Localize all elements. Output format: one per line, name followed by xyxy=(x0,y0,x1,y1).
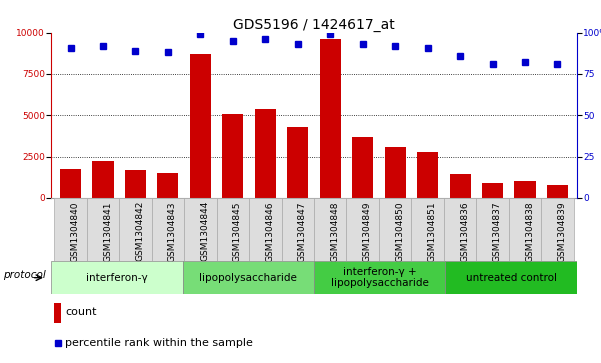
Text: GSM1304844: GSM1304844 xyxy=(200,201,209,261)
Bar xyxy=(385,147,406,198)
Text: GSM1304847: GSM1304847 xyxy=(297,201,307,261)
Bar xyxy=(352,137,373,198)
Bar xyxy=(54,302,61,323)
Bar xyxy=(514,181,535,198)
Bar xyxy=(60,169,81,198)
Bar xyxy=(255,109,276,198)
Text: GSM1304840: GSM1304840 xyxy=(70,201,79,261)
Bar xyxy=(51,261,183,294)
Bar xyxy=(314,261,445,294)
Bar xyxy=(249,198,281,261)
Text: GSM1304842: GSM1304842 xyxy=(135,201,144,261)
Bar xyxy=(222,114,243,198)
Bar xyxy=(287,127,308,198)
Bar xyxy=(157,173,178,198)
Bar xyxy=(54,198,87,261)
Text: GSM1304851: GSM1304851 xyxy=(428,201,437,262)
Bar xyxy=(445,261,577,294)
Bar xyxy=(509,198,542,261)
Bar xyxy=(412,198,444,261)
Text: GSM1304848: GSM1304848 xyxy=(331,201,339,261)
Bar xyxy=(125,170,146,198)
Bar xyxy=(320,39,341,198)
Bar xyxy=(450,174,471,198)
Text: GSM1304845: GSM1304845 xyxy=(233,201,242,261)
Bar xyxy=(93,162,114,198)
Bar xyxy=(151,198,184,261)
Text: GSM1304843: GSM1304843 xyxy=(168,201,177,261)
Text: GSM1304841: GSM1304841 xyxy=(103,201,112,261)
Text: GSM1304846: GSM1304846 xyxy=(265,201,274,261)
Text: GSM1304837: GSM1304837 xyxy=(493,201,502,262)
Text: GSM1304850: GSM1304850 xyxy=(395,201,404,262)
Bar xyxy=(542,198,574,261)
Bar xyxy=(314,198,347,261)
Bar xyxy=(417,152,438,198)
Text: protocol: protocol xyxy=(2,270,45,280)
Text: untreated control: untreated control xyxy=(466,273,557,283)
Text: count: count xyxy=(66,307,97,317)
Text: GSM1304849: GSM1304849 xyxy=(363,201,371,261)
Bar xyxy=(379,198,412,261)
Bar xyxy=(444,198,477,261)
Text: percentile rank within the sample: percentile rank within the sample xyxy=(66,338,253,348)
Bar xyxy=(347,198,379,261)
Bar xyxy=(482,183,503,198)
Bar xyxy=(216,198,249,261)
Bar xyxy=(119,198,151,261)
Bar xyxy=(87,198,119,261)
Title: GDS5196 / 1424617_at: GDS5196 / 1424617_at xyxy=(233,18,395,32)
Bar xyxy=(547,185,568,198)
Bar xyxy=(190,54,211,198)
Text: GSM1304836: GSM1304836 xyxy=(460,201,469,262)
Text: GSM1304839: GSM1304839 xyxy=(558,201,567,262)
Text: interferon-γ +
lipopolysaccharide: interferon-γ + lipopolysaccharide xyxy=(331,267,429,289)
Bar xyxy=(281,198,314,261)
Bar xyxy=(183,261,314,294)
Text: interferon-γ: interferon-γ xyxy=(86,273,148,283)
Text: GSM1304838: GSM1304838 xyxy=(525,201,534,262)
Bar xyxy=(184,198,216,261)
Bar xyxy=(477,198,509,261)
Text: lipopolysaccharide: lipopolysaccharide xyxy=(200,273,297,283)
